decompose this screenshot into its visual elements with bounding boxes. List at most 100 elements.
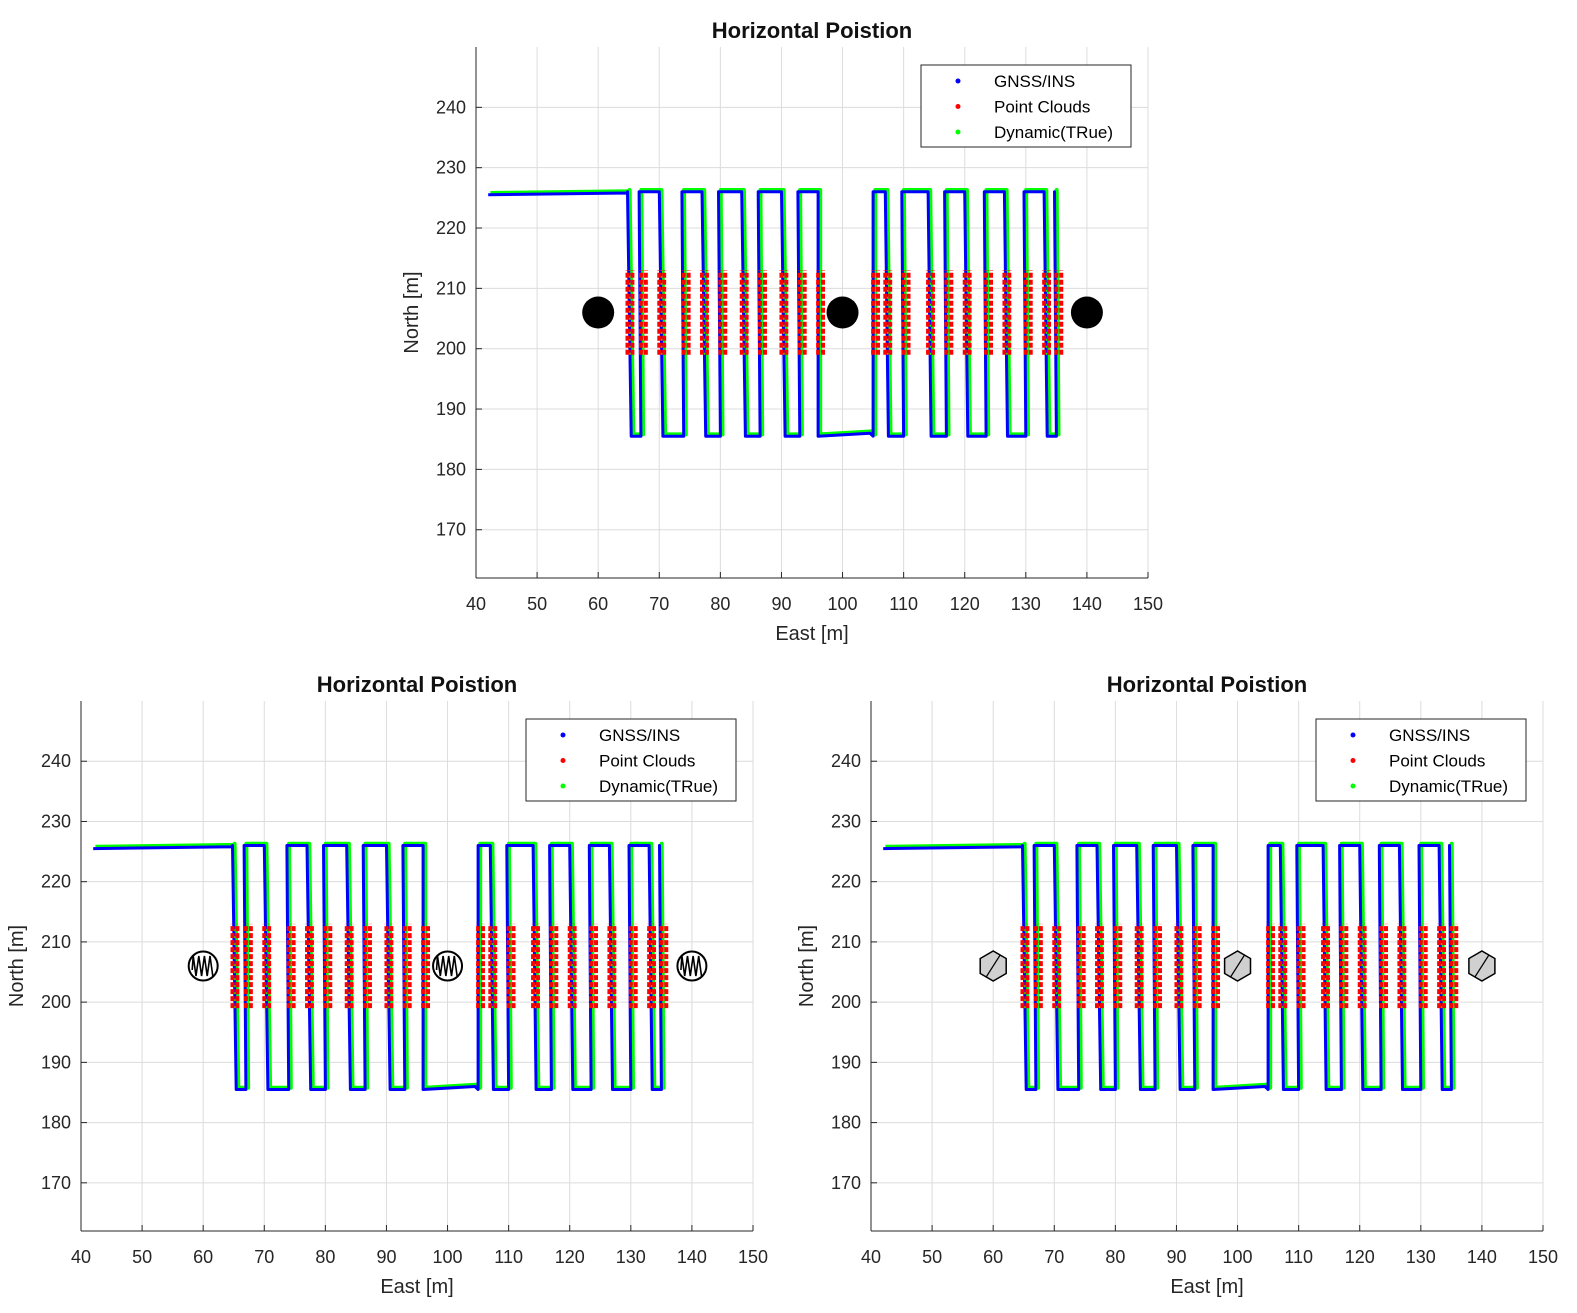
y-tick-label: 200 — [436, 339, 466, 359]
chart-panel-3: 40 50 60 70 80 90 100 110 120 130 140 150 170 180 190 2… — [796, 672, 1558, 1298]
x-tick-label: 80 — [315, 1247, 335, 1267]
x-tick-label: 150 — [1528, 1247, 1558, 1267]
x-tick-label: 50 — [922, 1247, 942, 1267]
x-tick-label: 110 — [889, 594, 918, 614]
obstacle-marker — [676, 950, 708, 982]
x-tick-label: 140 — [677, 1247, 707, 1267]
y-tick-label: 180 — [41, 1113, 71, 1133]
legend-entry: Dynamic(TRue) — [1389, 777, 1508, 796]
y-tick-label: 230 — [41, 811, 71, 831]
obstacle-hatch — [435, 955, 458, 977]
x-tick-label: 150 — [1133, 594, 1163, 614]
x-tick-label: 120 — [1345, 1247, 1375, 1267]
chart-title: Horizontal Poistion — [1107, 672, 1307, 697]
x-tick-label: 100 — [828, 594, 858, 614]
legend-marker — [1350, 783, 1356, 789]
y-tick-label: 200 — [41, 992, 71, 1012]
x-tick-label: 130 — [616, 1247, 646, 1267]
y-tick-label: 210 — [41, 932, 71, 952]
legend-entry: GNSS/INS — [994, 72, 1075, 91]
x-tick-label: 70 — [254, 1247, 274, 1267]
x-tick-label: 80 — [1105, 1247, 1125, 1267]
x-axis-label: East [m] — [380, 1276, 453, 1298]
legend-entry: Point Clouds — [1389, 752, 1485, 771]
obstacle-hatch — [191, 955, 214, 977]
obstacle-hatch — [680, 955, 703, 977]
x-tick-label: 100 — [433, 1247, 463, 1267]
legend-entry: GNSS/INS — [599, 726, 680, 745]
y-tick-label: 230 — [831, 811, 861, 831]
y-tick-label: 210 — [831, 932, 861, 952]
obstacle-marker — [432, 950, 464, 982]
legend-marker — [560, 758, 566, 763]
x-axis-label: East [m] — [775, 623, 848, 645]
x-tick-label: 120 — [555, 1247, 585, 1267]
x-tick-label: 120 — [950, 594, 980, 614]
obstacle-marker — [1070, 296, 1103, 329]
x-tick-label: 150 — [738, 1247, 768, 1267]
x-tick-label: 40 — [861, 1247, 881, 1267]
x-tick-label: 110 — [1284, 1247, 1313, 1267]
x-tick-label: 90 — [376, 1247, 396, 1267]
legend-entry: Point Clouds — [599, 752, 695, 771]
obstacle-marker — [826, 296, 859, 329]
y-axis-label: North [m] — [401, 271, 423, 353]
legend-marker — [955, 78, 961, 84]
y-tick-label: 170 — [436, 520, 466, 540]
x-tick-label: 70 — [1044, 1247, 1064, 1267]
legend-entry: Dynamic(TRue) — [599, 777, 718, 796]
chart-panel-2: 40 50 60 70 80 90 100 110 120 130 140 150 170 180 190 2… — [6, 672, 768, 1298]
y-tick-label: 220 — [831, 872, 861, 892]
obstacle-hexagon-line — [1230, 954, 1246, 978]
x-tick-label: 130 — [1011, 594, 1041, 614]
obstacle-marker — [1468, 950, 1496, 982]
chart-title: Horizontal Poistion — [317, 672, 517, 697]
legend-marker — [1350, 758, 1356, 763]
x-axis-label: East [m] — [1170, 1276, 1243, 1298]
chart-title: Horizontal Poistion — [712, 18, 912, 43]
y-tick-label: 220 — [41, 872, 71, 892]
legend: GNSS/INS Point Clouds Dynamic(TRue) — [525, 718, 737, 802]
y-tick-label: 190 — [831, 1052, 861, 1072]
legend-marker — [955, 129, 961, 135]
obstacle-hexagon-line — [1474, 954, 1490, 978]
x-tick-label: 100 — [1223, 1247, 1253, 1267]
series-dynamic-true-line — [490, 188, 1061, 437]
y-axis-label: North [m] — [796, 925, 818, 1007]
x-tick-label: 90 — [771, 594, 791, 614]
x-tick-label: 70 — [649, 594, 669, 614]
chart-panel-1: 40 50 60 70 80 90 100 110 120 130 140 150 170 180 190 2… — [401, 18, 1163, 645]
legend-entry: GNSS/INS — [1389, 726, 1470, 745]
legend: GNSS/INS Point Clouds Dynamic(TRue) — [1315, 718, 1527, 802]
x-tick-label: 60 — [193, 1247, 213, 1267]
x-tick-label: 140 — [1467, 1247, 1497, 1267]
y-tick-label: 240 — [41, 751, 71, 771]
legend-entry: Point Clouds — [994, 98, 1090, 117]
plot-area — [883, 841, 1496, 1091]
x-tick-label: 50 — [527, 594, 547, 614]
x-tick-label: 60 — [588, 594, 608, 614]
y-tick-label: 170 — [41, 1173, 71, 1193]
legend: GNSS/INS Point Clouds Dynamic(TRue) — [920, 64, 1132, 148]
obstacle-marker — [187, 950, 219, 982]
y-tick-label: 220 — [436, 218, 466, 238]
plot-area — [488, 188, 1103, 438]
x-tick-label: 110 — [494, 1247, 523, 1267]
x-tick-label: 40 — [71, 1247, 91, 1267]
y-tick-label: 190 — [41, 1052, 71, 1072]
obstacle-marker — [582, 296, 615, 329]
obstacle-marker — [1223, 950, 1252, 982]
series-gnss-ins-line — [488, 190, 1058, 438]
y-tick-label: 190 — [436, 399, 466, 419]
y-tick-label: 210 — [436, 278, 466, 298]
obstacle-marker — [979, 950, 1007, 982]
obstacle-hexagon-line — [985, 954, 1001, 978]
series-dynamic-true-line — [885, 841, 1456, 1090]
x-tick-label: 60 — [983, 1247, 1003, 1267]
y-tick-label: 180 — [831, 1113, 861, 1133]
x-tick-label: 50 — [132, 1247, 152, 1267]
series-gnss-ins-line — [93, 844, 663, 1091]
y-tick-label: 230 — [436, 158, 466, 178]
x-tick-label: 140 — [1072, 594, 1102, 614]
